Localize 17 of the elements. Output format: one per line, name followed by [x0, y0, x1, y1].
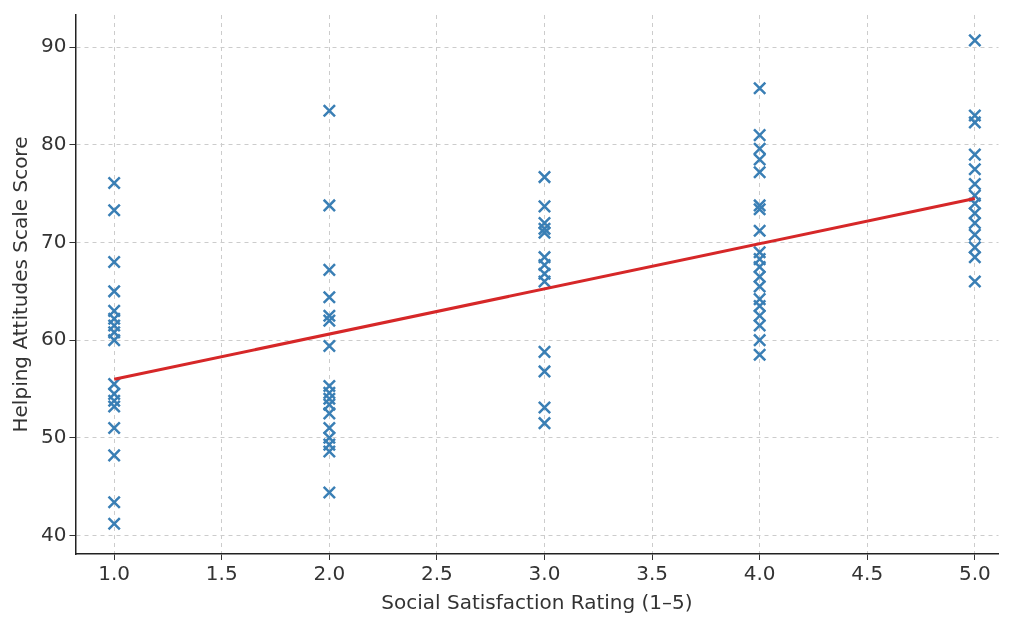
x-tick-label: 5.0	[958, 561, 991, 586]
x-axis-title: Social Satisfaction Rating (1–5)	[381, 590, 693, 615]
y-tick-label: 50	[41, 424, 67, 449]
x-tick-label: 4.5	[851, 561, 884, 586]
y-tick-label: 90	[41, 33, 67, 58]
x-tick-label: 3.5	[636, 561, 668, 586]
x-tick-label: 2.5	[421, 561, 453, 586]
x-tick-label: 1.5	[205, 561, 238, 586]
x-tick-label: 3.0	[528, 561, 561, 586]
x-tick-label: 4.0	[743, 561, 776, 586]
y-tick-label: 80	[41, 131, 67, 156]
x-tick-label: 2.0	[313, 561, 346, 586]
y-tick-label: 60	[41, 326, 67, 351]
y-axis-title: Helping Attitudes Scale Score	[8, 136, 33, 433]
y-tick-label: 70	[41, 228, 67, 253]
y-tick-label: 40	[41, 521, 67, 546]
x-tick-label: 1.0	[98, 561, 131, 586]
